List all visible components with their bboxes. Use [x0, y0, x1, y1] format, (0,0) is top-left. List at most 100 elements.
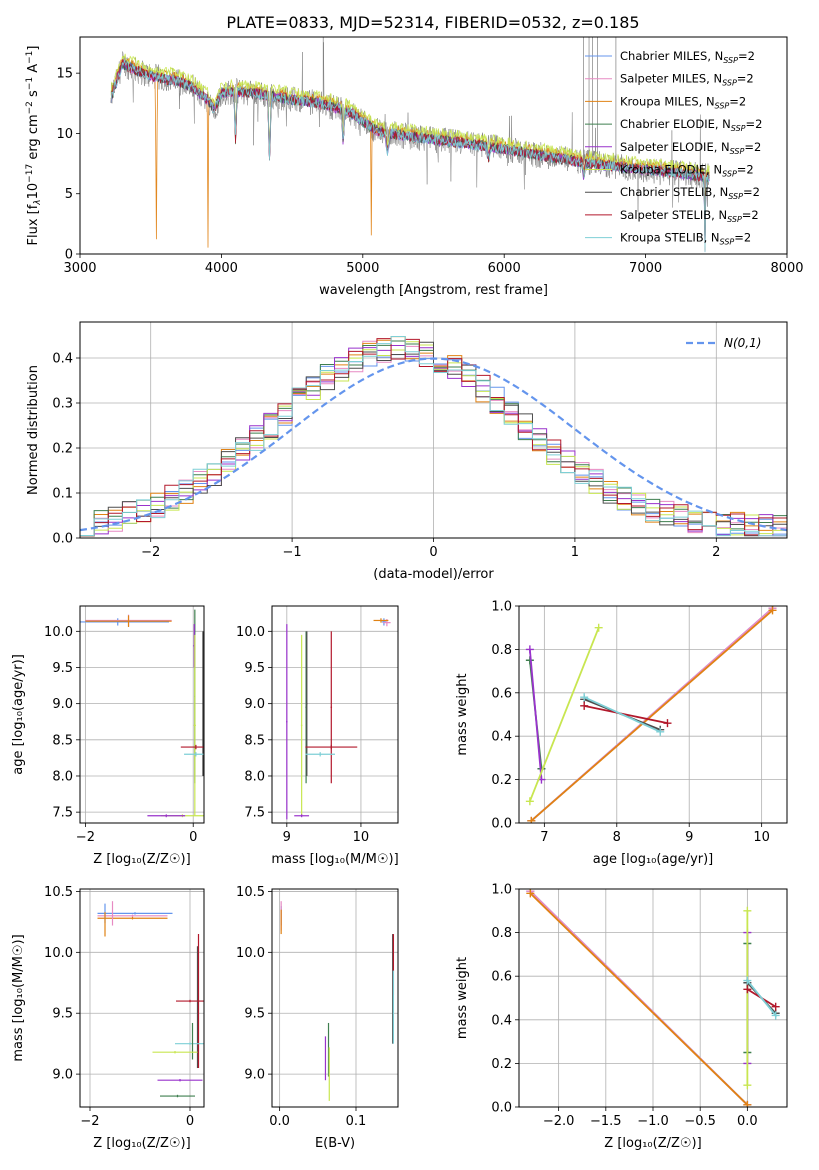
mass-age-axes — [272, 606, 398, 823]
spectrum-ytick-label: 15 — [56, 67, 73, 82]
Z-age-xtick-label: 0 — [189, 830, 197, 845]
mass-age-ytick-label: 8.0 — [244, 769, 265, 784]
mass-age-ytick-label: 10.0 — [236, 625, 265, 640]
mass-age-xlabel: mass [log₁₀(M/M☉)] — [271, 852, 398, 867]
weight-series-kroupa-elodie — [525, 623, 603, 806]
mass-age-ytick-label: 7.5 — [244, 806, 265, 821]
weight-line — [584, 704, 668, 725]
errorbar-salpeter-stelib — [180, 744, 204, 750]
Z-weight-xlabel: Z [log₁₀(Z/Z☉)] — [604, 1136, 701, 1151]
legend-label-main: Kroupa MILES, N — [620, 94, 715, 108]
errorbar-kroupa-stelib — [305, 752, 335, 757]
mass-age-ytick-label: 8.5 — [244, 733, 265, 748]
spectrum-ylabel-part: Flux [f — [26, 204, 41, 245]
weight-marker — [743, 1081, 752, 1090]
legend-label: Kroupa STELIB, NSSP=2 — [620, 231, 751, 247]
spectrum-ylabel-part: ] — [26, 46, 41, 51]
weight-marker — [594, 623, 603, 632]
mass-age-frame — [271, 605, 399, 824]
Z-age-xlabel: Z [log₁₀(Z/Z☉)] — [93, 852, 190, 867]
Z-age-ytick-label: 8.0 — [52, 769, 73, 784]
Z-weight-ytick-label: 0.8 — [491, 926, 512, 941]
legend-label: Chabrier ELODIE, NSSP=2 — [620, 117, 762, 133]
spectrum-plot-area — [110, 37, 710, 253]
legend-label-suffix: =2 — [744, 140, 761, 154]
weight-series-salpeter-stelib — [580, 701, 672, 728]
Z-weight-ytick-label: 0.2 — [491, 1057, 512, 1072]
Z-weight-ytick-label: 1.0 — [491, 883, 512, 898]
age-weight-ytick-label: 0.2 — [491, 773, 512, 788]
age-weight-xtick-label: 9 — [685, 830, 693, 845]
EBV-mass-ytick-label: 9.0 — [244, 1068, 265, 1083]
legend-label: Chabrier MILES, NSSP=2 — [620, 49, 755, 65]
errorbar-salpeter-stelib — [330, 631, 333, 784]
legend-label-main: Chabrier ELODIE, N — [620, 117, 731, 131]
normal-curve-line — [80, 357, 787, 532]
Z-mass-xlabel: Z [log₁₀(Z/Z☉)] — [93, 1136, 190, 1151]
weight-series-kroupa-elodie — [743, 906, 752, 1090]
spectrum-ytick-label: 10 — [56, 127, 73, 142]
errorbar-salpeter-elodie — [157, 1078, 203, 1082]
residuals-xtick-label: −1 — [283, 545, 302, 560]
spectrum-ylabel-part: A — [26, 64, 41, 77]
legend-label-suffix: =2 — [743, 185, 760, 199]
EBV-mass-plot-area — [280, 901, 395, 1101]
model-line-kroupa-stelib — [110, 59, 710, 253]
errorbar-kroupa-miles — [85, 615, 172, 627]
errorbar-chabrier-stelib — [196, 946, 199, 1069]
spectrum-ytick-label: 0 — [65, 248, 73, 263]
legend-label-suffix: =2 — [737, 72, 754, 86]
weight-marker — [743, 976, 752, 985]
spectrum-xtick-label: 7000 — [629, 261, 662, 276]
residuals-ytick-label: 0.3 — [52, 397, 73, 412]
legend-label: Salpeter STELIB, NSSP=2 — [620, 208, 759, 224]
Z-age-ytick-label: 7.5 — [52, 806, 73, 821]
weight-marker — [580, 693, 589, 702]
mass-age-xtick-label: 10 — [353, 830, 370, 845]
Z-weight-xtick-label: −0.5 — [684, 1114, 716, 1129]
errorbar-chabrier-miles — [381, 618, 387, 626]
Z-mass-ytick-label: 10.0 — [44, 946, 73, 961]
age-weight-ytick-label: 0.6 — [491, 686, 512, 701]
weight-series-salpeter-elodie — [525, 645, 546, 784]
weight-marker — [743, 1100, 752, 1107]
legend-label-suffix: =2 — [742, 208, 759, 222]
residuals-xtick-label: 0 — [429, 545, 437, 560]
spectrum-ylabel-part: −17 — [25, 164, 35, 183]
EBV-mass-xtick-label: 0.0 — [269, 1114, 290, 1129]
age-weight-ylabel: mass weight — [455, 673, 470, 755]
weight-line — [530, 609, 774, 822]
legend-label: Kroupa ELODIE, NSSP=2 — [620, 163, 754, 179]
Z-weight-ytick-label: 0.0 — [491, 1101, 512, 1116]
errorbar-salpeter-elodie — [294, 814, 310, 818]
errorbar-kroupa-miles — [97, 917, 168, 920]
legend-label: Salpeter MILES, NSSP=2 — [620, 72, 754, 88]
Z-age-plot-area — [80, 609, 204, 818]
EBV-mass-frame — [271, 888, 399, 1108]
observed-spectrum-line — [110, 42, 710, 212]
weight-marker — [771, 1002, 780, 1011]
weight-line — [746, 979, 777, 1017]
residuals-plot-area — [80, 335, 787, 537]
weight-marker — [743, 985, 752, 994]
age-weight-ytick-label: 0.0 — [491, 817, 512, 832]
errorbar-salpeter-stelib — [176, 999, 204, 1003]
weight-series-kroupa-miles — [527, 606, 777, 823]
weight-marker — [525, 797, 534, 806]
Z-mass-ytick-label: 9.5 — [52, 1007, 73, 1022]
age-weight-ytick-label: 0.4 — [491, 730, 512, 745]
Z-weight-ytick-label: 0.6 — [491, 970, 512, 985]
legend-label-main: Kroupa ELODIE, N — [620, 163, 722, 177]
weight-marker — [768, 606, 777, 615]
legend-label-sub: SSP — [727, 215, 742, 224]
weight-line — [528, 649, 543, 780]
spectrum-ylabel-part: s — [26, 90, 41, 101]
age-weight-ytick-label: 0.8 — [491, 643, 512, 658]
age-weight-plot-area — [525, 606, 777, 823]
Z-weight-plot-area — [526, 889, 780, 1107]
figure-title: PLATE=0833, MJD=52314, FIBERID=0532, z=0… — [226, 13, 639, 32]
spectrum-ylabel-part: 10 — [26, 183, 41, 200]
EBV-mass-ytick-label: 10.5 — [236, 885, 265, 900]
Z-mass-xtick-label: 0 — [186, 1114, 194, 1129]
Z-mass-ytick-label: 9.0 — [52, 1068, 73, 1083]
